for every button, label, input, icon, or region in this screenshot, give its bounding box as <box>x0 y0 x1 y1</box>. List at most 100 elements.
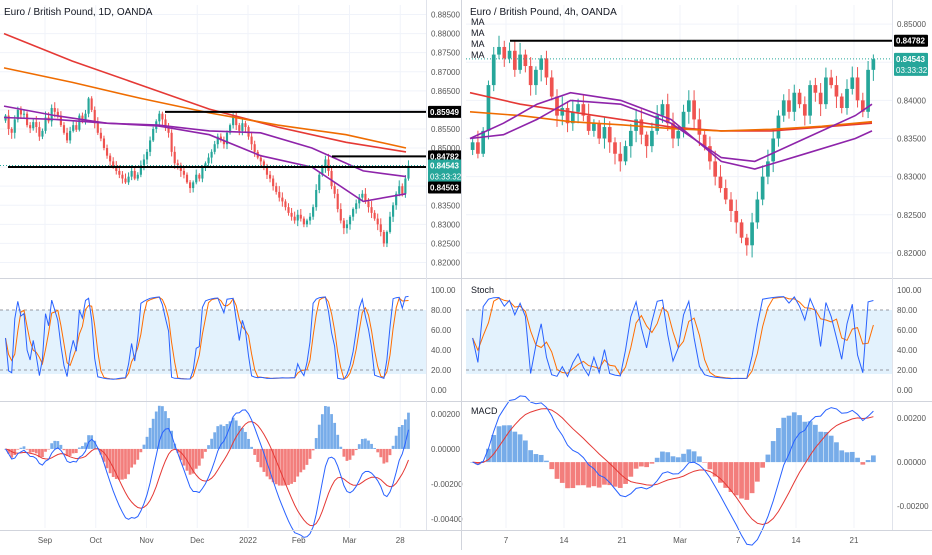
price-tick-label: 0.82500 <box>897 211 926 220</box>
macd-histogram-bar <box>834 442 839 463</box>
macd-histogram-bar <box>121 448 124 480</box>
candle-body <box>195 174 198 183</box>
macd-histogram-bar <box>25 448 29 450</box>
macd-histogram-bar <box>517 434 523 463</box>
candle-body <box>324 159 327 168</box>
macd-histogram-bar <box>65 448 69 457</box>
macd-histogram-bar <box>90 435 94 449</box>
candle-body <box>259 157 262 162</box>
candle-body <box>771 138 776 162</box>
candle-body <box>358 197 361 204</box>
price-tick-label: 0.87000 <box>431 68 460 77</box>
macd-tick-label: 0.00000 <box>897 458 926 467</box>
macd-histogram-bar <box>13 448 17 456</box>
candle-body <box>787 100 791 112</box>
stoch-tick-label: 100.00 <box>897 286 922 295</box>
candle-body <box>81 115 84 122</box>
price-tick-label: 0.82000 <box>897 249 926 258</box>
h4-candles <box>470 35 876 258</box>
macd-histogram-bar <box>250 446 253 449</box>
candle-body <box>210 151 213 158</box>
candle-body <box>618 153 623 162</box>
macd-histogram-bar <box>59 444 63 449</box>
macd-histogram-bar <box>7 448 10 454</box>
h4-ma-legend: MA MA MA MA <box>471 17 485 60</box>
candle-body <box>16 109 19 120</box>
stoch-k-line <box>5 295 409 380</box>
candle-body <box>729 199 733 211</box>
price-badge-label: 0.85949 <box>430 108 459 117</box>
macd-histogram-bar <box>274 448 278 485</box>
macd-histogram-bar <box>644 462 650 468</box>
macd-histogram-bar <box>354 448 358 451</box>
price-tick-label: 0.86500 <box>431 87 460 96</box>
macd-histogram-bar <box>512 431 518 463</box>
ma-legend-label-2: MA <box>471 28 485 38</box>
macd-histogram-bar <box>654 457 660 463</box>
h4-macd-axis: 0.00200 0.00000 -0.00200 <box>897 414 929 511</box>
macd-histogram-bar <box>213 432 217 449</box>
macd-histogram-bar <box>142 444 146 449</box>
time-tick-label: Nov <box>139 536 153 545</box>
macd-histogram-bar <box>71 448 75 454</box>
candle-body <box>299 214 302 219</box>
macd-histogram-bar <box>293 448 297 483</box>
stoch-tick-label: 40.00 <box>431 346 452 355</box>
macd-line <box>5 409 409 538</box>
macd-histogram-bar <box>486 448 491 463</box>
macd-histogram-bar <box>81 446 84 449</box>
candle-body <box>781 100 786 116</box>
candle-body <box>560 107 565 116</box>
h4-chart: Euro / British Pound, 4h, OANDA MA MA MA… <box>466 5 929 546</box>
macd-histogram-bar <box>114 448 118 479</box>
moving-average-line-2 <box>469 111 873 132</box>
macd-histogram-bar <box>839 450 845 463</box>
macd-histogram-bar <box>617 462 623 488</box>
daily-chart: Euro / British Pound, 1D, OANDA 0.88500 0… <box>0 5 463 545</box>
macd-histogram-bar <box>382 448 386 464</box>
candle-body <box>723 188 728 200</box>
macd-histogram-bar <box>157 405 161 449</box>
macd-histogram-bar <box>219 424 223 449</box>
candle-body <box>352 209 355 217</box>
h4-moving-averages <box>469 91 873 170</box>
macd-histogram-bar <box>580 462 586 486</box>
candle-body <box>348 216 352 225</box>
price-badge-label: 0.84782 <box>896 37 925 46</box>
macd-histogram-bar <box>855 457 860 463</box>
h4-chart-title: Euro / British Pound, 4h, OANDA <box>470 7 617 18</box>
macd-histogram-bar <box>807 421 813 463</box>
macd-histogram-bar <box>522 440 528 463</box>
candle-body <box>544 58 549 78</box>
macd-histogram-bar <box>754 462 760 482</box>
macd-histogram-bar <box>649 462 655 464</box>
macd-histogram-bar <box>865 460 871 463</box>
macd-histogram-bar <box>176 448 180 453</box>
macd-histogram-bar <box>870 455 876 463</box>
candle-body <box>44 117 47 131</box>
price-tick-label: 0.87500 <box>431 49 460 58</box>
candle-body <box>219 136 222 141</box>
candle-body <box>644 134 649 147</box>
macd-histogram-bar <box>336 434 340 449</box>
macd-histogram-bar <box>475 462 481 465</box>
macd-histogram-bar <box>290 448 293 484</box>
candle-body <box>182 170 186 175</box>
macd-histogram-bar <box>139 448 143 453</box>
candle-body <box>133 170 136 179</box>
macd-histogram-bar <box>16 448 20 450</box>
candle-body <box>597 123 602 139</box>
macd-histogram-bar <box>712 462 718 477</box>
candle-body <box>808 85 812 116</box>
candle-body <box>284 201 287 208</box>
candle-body <box>121 174 124 179</box>
candle-body <box>692 100 696 120</box>
macd-histogram-bar <box>559 462 565 483</box>
macd-histogram-bar <box>133 448 137 465</box>
candle-body <box>179 165 182 171</box>
candle-body <box>623 146 628 162</box>
price-tick-label: 0.84000 <box>897 96 926 105</box>
macd-histogram-bar <box>623 462 628 484</box>
candle-body <box>167 127 170 133</box>
